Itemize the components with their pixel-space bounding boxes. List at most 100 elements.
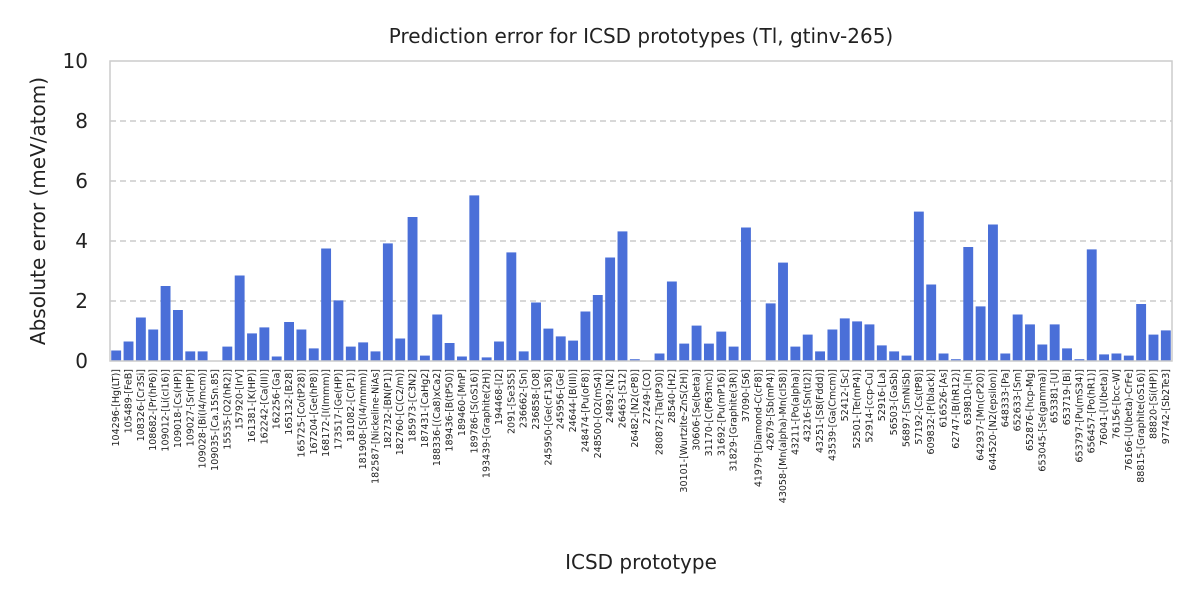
bar bbox=[1148, 334, 1159, 361]
x-tick-label: 167204-[Ge(hP8)] bbox=[309, 369, 320, 455]
y-tick-label: 2 bbox=[75, 289, 88, 313]
bar bbox=[889, 351, 900, 361]
y-tick-label: 0 bbox=[75, 349, 88, 373]
x-tick-label: 653797-[Pu(mS34)] bbox=[1074, 369, 1085, 462]
x-tick-label: 161381-[K(HP)] bbox=[247, 369, 258, 443]
x-tick-label: 182587-[Nickeline-NiAs] bbox=[371, 369, 382, 484]
bar bbox=[666, 281, 677, 361]
x-tick-label: 52916-[La] bbox=[877, 369, 888, 421]
x-tick-label: 52412-[Sc] bbox=[840, 369, 851, 421]
x-tick-label: 88820-[Si(HP)] bbox=[1148, 369, 1159, 439]
bar bbox=[1037, 344, 1048, 361]
bar bbox=[135, 317, 146, 361]
x-tick-label: 108326-[Cr3Si] bbox=[136, 369, 147, 441]
bar bbox=[469, 195, 480, 361]
bar bbox=[457, 356, 467, 361]
x-tick-label: 57192-[Cs(tP8)] bbox=[914, 369, 925, 445]
x-tick-label: 652876-[hcp-Mg] bbox=[1025, 369, 1036, 451]
bar bbox=[185, 351, 196, 361]
bar bbox=[345, 346, 356, 361]
x-tick-label: 109012-[Li(cI16)] bbox=[161, 369, 172, 452]
x-tick-label: 173517-[Ge(HP)] bbox=[333, 369, 344, 450]
bar bbox=[222, 346, 233, 361]
x-tick-label: 52914-[ccp-Cu] bbox=[864, 369, 875, 443]
x-tick-label: 42679-[Sb(mP4)] bbox=[766, 369, 777, 451]
x-tick-label: 188336-[(Ca8)xCa2] bbox=[432, 369, 443, 466]
bar bbox=[555, 336, 566, 361]
bar bbox=[617, 231, 628, 361]
bar bbox=[419, 355, 430, 361]
x-tick-label: 189786-[S(oS16)] bbox=[469, 369, 480, 453]
bar bbox=[1012, 314, 1023, 361]
x-tick-label: 187431-[CaHg2] bbox=[420, 369, 431, 448]
bar bbox=[691, 325, 702, 361]
x-tick-label: 182760-[C(C2/m)] bbox=[395, 369, 406, 455]
bar bbox=[950, 359, 961, 361]
bar bbox=[815, 351, 825, 361]
bar bbox=[284, 322, 294, 361]
bar bbox=[531, 302, 541, 361]
bar bbox=[629, 359, 640, 361]
bar bbox=[605, 257, 616, 361]
x-tick-label: 165725-[Co(tP28)] bbox=[296, 369, 307, 458]
bar bbox=[407, 217, 418, 361]
plot-frame bbox=[109, 60, 1173, 362]
x-tick-label: 162242-[Ca(III)] bbox=[259, 369, 270, 444]
x-tick-label: 37090-[S6] bbox=[741, 369, 752, 422]
x-tick-label: 193439-[Graphite(2H)] bbox=[482, 369, 493, 478]
bar bbox=[1099, 354, 1110, 361]
x-tick-label: 165132-[B28] bbox=[284, 369, 295, 435]
y-tick-label: 10 bbox=[63, 49, 88, 73]
bar bbox=[1123, 355, 1134, 361]
x-tick-label: 31170-[C(P63mc)] bbox=[704, 369, 715, 456]
x-tick-label: 43539-[Ga(Cmcm)] bbox=[827, 369, 838, 461]
bar bbox=[123, 341, 134, 361]
x-tick-label: 639810-[In] bbox=[963, 369, 974, 425]
bar bbox=[852, 321, 863, 361]
bar bbox=[432, 314, 443, 361]
x-tick-label: 27249-[CO] bbox=[642, 369, 653, 424]
bar bbox=[592, 295, 603, 361]
x-tick-label: 653719-[Bi] bbox=[1062, 369, 1073, 425]
x-tick-label: 189460-[MnP] bbox=[457, 369, 468, 436]
bar bbox=[234, 275, 245, 361]
x-tick-label: 185973-[C3N2] bbox=[408, 369, 419, 442]
x-tick-label: 62747-[B(hR12)] bbox=[951, 369, 962, 449]
x-tick-label: 28540-[H2] bbox=[667, 369, 678, 423]
bar bbox=[790, 346, 801, 361]
bar bbox=[1074, 359, 1085, 361]
bar bbox=[1086, 249, 1097, 361]
bar bbox=[703, 343, 714, 361]
bar bbox=[864, 324, 875, 361]
x-tick-label: 76041-[U(beta)] bbox=[1099, 369, 1110, 446]
bar bbox=[1111, 353, 1122, 361]
x-tick-label: 43216-[Sn(tI2)] bbox=[803, 369, 814, 442]
x-tick-label: 168172-[I(Immm)] bbox=[321, 369, 332, 457]
x-tick-label: 248474-[Pu(oF8)] bbox=[580, 369, 591, 452]
bar bbox=[172, 310, 183, 361]
bar bbox=[716, 331, 727, 361]
x-tick-label: 43251-[S8(Fddd)] bbox=[815, 369, 826, 453]
bar bbox=[876, 345, 887, 361]
x-tick-label: 88815-[Graphite(oS16)] bbox=[1136, 369, 1147, 483]
x-tick-label: 181908-[S(I4/mmm)] bbox=[358, 369, 369, 469]
bar bbox=[568, 340, 579, 361]
bar bbox=[741, 227, 751, 361]
x-tick-label: 24644-[B(III)] bbox=[568, 369, 579, 432]
bar bbox=[296, 329, 307, 361]
x-tick-label: 653381-[U] bbox=[1050, 369, 1061, 423]
bar bbox=[654, 353, 665, 361]
x-tick-label: 109027-[Sr(HP)] bbox=[185, 369, 196, 446]
x-tick-label: 236858-[O8] bbox=[531, 369, 542, 430]
x-tick-label: 43058-[Mn(alpha)-Mn(cI58)] bbox=[778, 369, 789, 503]
x-tick-label: 189436-[B(tP50)] bbox=[445, 369, 456, 452]
x-tick-label: 105489-[FeB] bbox=[124, 369, 135, 433]
x-tick-label: 15535-[O2(hR2)] bbox=[222, 369, 233, 450]
x-tick-label: 109035-[Ca.15Sn.85] bbox=[210, 369, 221, 471]
y-tick-label: 8 bbox=[75, 109, 88, 133]
x-tick-label: 245956-[Ge] bbox=[556, 369, 567, 429]
bar bbox=[1160, 330, 1171, 361]
y-tick-label: 6 bbox=[75, 169, 88, 193]
bar bbox=[506, 252, 517, 361]
